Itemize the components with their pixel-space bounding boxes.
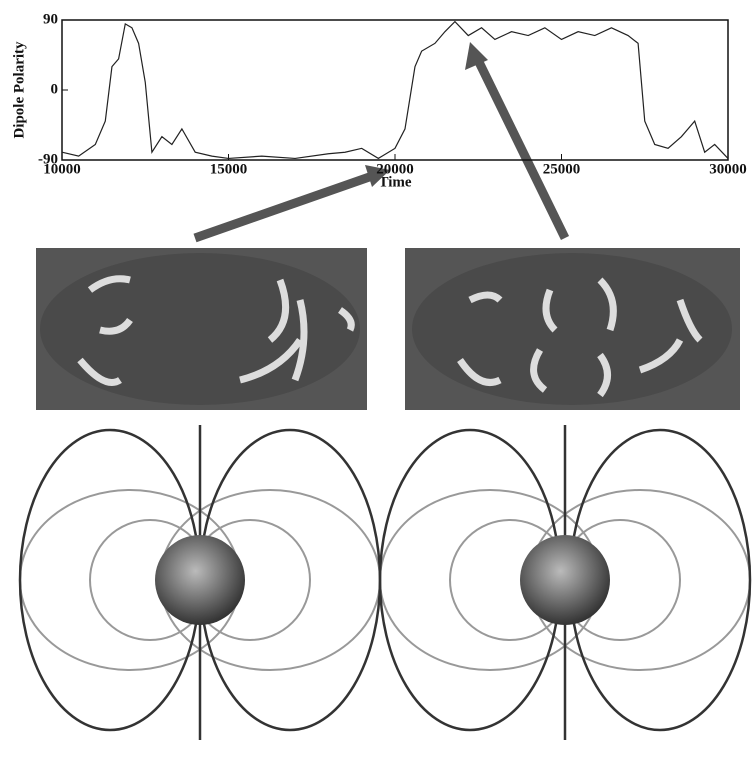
x-tick-label: 15000 xyxy=(210,161,248,177)
y-tick-label: -90 xyxy=(38,151,58,167)
arrows xyxy=(193,42,570,243)
surface-map-left xyxy=(36,248,367,410)
x-tick-label: 20000 xyxy=(376,161,414,177)
plot-frame xyxy=(61,19,729,161)
y-axis-label: Dipole Polarity xyxy=(11,41,27,139)
x-tick-label: 10000 xyxy=(43,161,81,177)
y-tick-label: 0 xyxy=(51,81,59,97)
surface-map-right xyxy=(405,248,740,410)
field-lines-right xyxy=(378,425,752,740)
x-tick-label: 30000 xyxy=(709,161,747,177)
x-tick-label: 25000 xyxy=(543,161,581,177)
field-lines-left xyxy=(18,425,382,740)
data-line xyxy=(61,20,729,160)
y-tick-label: 90 xyxy=(43,11,58,27)
x-axis-label: Time xyxy=(378,174,411,190)
